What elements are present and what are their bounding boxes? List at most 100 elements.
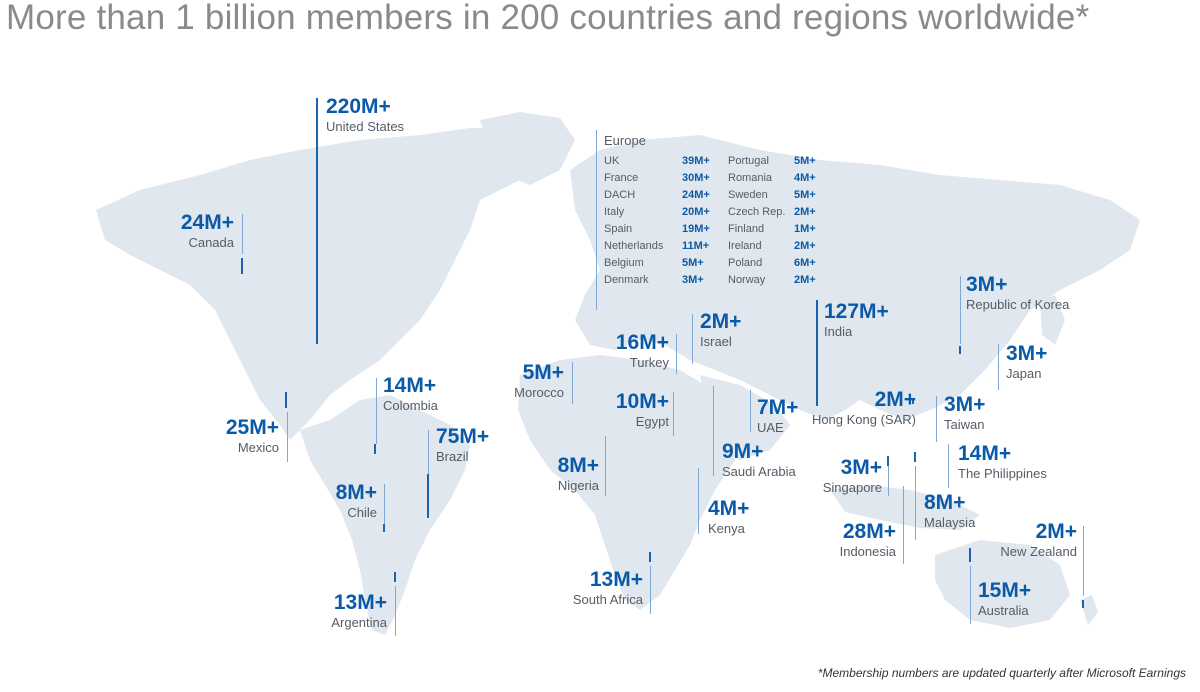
- hongkong-marker: [912, 398, 914, 404]
- stat-brazil: 75M+ Brazil: [436, 426, 489, 465]
- europe-country: Finland: [728, 223, 765, 235]
- stat-value: 3M+: [966, 273, 1008, 296]
- stat-label: South Africa: [572, 592, 643, 607]
- stat-label: Malaysia: [924, 515, 976, 530]
- europe-value: 5M+: [794, 189, 816, 201]
- japan-connector: [998, 344, 999, 390]
- stat-kenya: 4M+ Kenya: [708, 498, 749, 537]
- stat-label: Nigeria: [557, 478, 599, 493]
- europe-connector: [596, 130, 597, 310]
- southafrica-marker: [649, 552, 651, 562]
- europe-value: 3M+: [682, 274, 704, 286]
- europe-country: Norway: [728, 274, 766, 286]
- europe-country: Italy: [604, 206, 625, 218]
- stat-value: 75M+: [436, 425, 490, 448]
- europe-value: 2M+: [794, 206, 816, 218]
- stat-nigeria: 8M+ Nigeria: [558, 455, 599, 494]
- stat-value: 28M+: [842, 520, 896, 543]
- australia-connector: [970, 566, 971, 624]
- europe-rows: UK 39M+ Portugal 5M+ France 30M+ Romania 4M+ DAC…: [604, 153, 834, 289]
- newzealand-connector: [1083, 526, 1084, 596]
- stat-label: Brazil: [436, 449, 469, 464]
- colombia-marker: [374, 444, 376, 454]
- stat-canada: 24M+ Canada: [181, 212, 234, 251]
- stat-label: Australia: [978, 603, 1029, 618]
- europe-country: DACH: [604, 189, 636, 201]
- europe-value: 4M+: [794, 172, 816, 184]
- mexico-connector: [287, 412, 288, 462]
- stat-value: 10M+: [615, 390, 669, 413]
- stat-chile: 8M+ Chile: [336, 482, 377, 521]
- europe-country: Denmark: [604, 274, 649, 286]
- canada-marker: [241, 258, 243, 274]
- stat-value: 16M+: [615, 331, 669, 354]
- colombia-connector: [376, 378, 377, 444]
- indonesia-landmass: [830, 485, 980, 530]
- stat-israel: 2M+ Israel: [700, 311, 741, 350]
- europe-country: Romania: [728, 172, 773, 184]
- stat-label: Turkey: [629, 355, 669, 370]
- europe-country: Sweden: [728, 189, 768, 201]
- stat-value: 24M+: [180, 211, 234, 234]
- canada-connector: [242, 214, 243, 254]
- stat-label: Saudi Arabia: [722, 464, 796, 479]
- south-america-landmass: [300, 395, 470, 635]
- europe-row: Italy 20M+ Czech Rep. 2M+: [604, 204, 834, 221]
- europe-row: Spain 19M+ Finland 1M+: [604, 221, 834, 238]
- europe-row: Belgium 5M+ Poland 6M+: [604, 255, 834, 272]
- stat-value: 3M+: [944, 393, 986, 416]
- malaysia-connector: [915, 466, 916, 540]
- stat-us: 220M+ United States: [326, 96, 404, 135]
- europe-heading: Europe: [604, 133, 646, 148]
- stat-label: UAE: [757, 420, 784, 435]
- stat-korea: 3M+ Republic of Korea: [966, 274, 1069, 313]
- argentina-connector: [395, 586, 396, 636]
- stat-turkey: 16M+ Turkey: [616, 332, 669, 371]
- singapore-marker: [887, 456, 889, 466]
- saudi-connector: [713, 386, 714, 476]
- stat-value: 14M+: [958, 442, 1012, 465]
- page-title: More than 1 billion members in 200 count…: [6, 0, 1090, 37]
- europe-value: 19M+: [682, 223, 710, 235]
- stat-value: 14M+: [383, 374, 437, 397]
- stat-mexico: 25M+ Mexico: [226, 417, 279, 456]
- europe-value: 6M+: [794, 257, 816, 269]
- mexico-marker: [285, 392, 287, 408]
- stat-value: 13M+: [589, 568, 643, 591]
- stat-label: Republic of Korea: [966, 297, 1070, 312]
- europe-country: Portugal: [728, 155, 769, 167]
- uae-connector: [750, 390, 751, 432]
- argentina-marker: [394, 572, 396, 582]
- europe-row: DACH 24M+ Sweden 5M+: [604, 187, 834, 204]
- europe-value: 5M+: [794, 155, 816, 167]
- korea-connector: [960, 276, 961, 344]
- stat-southafrica: 13M+ South Africa: [573, 569, 643, 608]
- europe-row: France 30M+ Romania 4M+: [604, 170, 834, 187]
- europe-country: Spain: [604, 223, 633, 235]
- stat-value: 8M+: [557, 454, 599, 477]
- malaysia-marker: [914, 452, 916, 462]
- stat-label: Mexico: [237, 440, 279, 455]
- europe-value: 39M+: [682, 155, 710, 167]
- stat-value: 4M+: [708, 497, 750, 520]
- north-america-landmass: [96, 128, 560, 440]
- stat-colombia: 14M+ Colombia: [383, 375, 438, 414]
- stat-value: 2M+: [700, 310, 742, 333]
- stat-value: 5M+: [522, 361, 564, 384]
- stat-argentina: 13M+ Argentina: [331, 592, 387, 631]
- stat-saudi: 9M+ Saudi Arabia: [722, 441, 796, 480]
- taiwan-connector: [936, 396, 937, 442]
- stat-label: Colombia: [383, 398, 438, 413]
- stat-value: 3M+: [1006, 342, 1048, 365]
- europe-value: 2M+: [794, 274, 816, 286]
- stat-label: The Philippines: [958, 466, 1047, 481]
- europe-country: France: [604, 172, 639, 184]
- footnote: *Membership numbers are updated quarterl…: [817, 666, 1186, 680]
- stat-label: Kenya: [708, 521, 745, 536]
- stat-australia: 15M+ Australia: [978, 580, 1031, 619]
- stat-morocco: 5M+ Morocco: [514, 362, 564, 401]
- arabia-landmass: [700, 375, 790, 460]
- stat-label: Japan: [1006, 366, 1042, 381]
- stat-value: 220M+: [326, 95, 391, 118]
